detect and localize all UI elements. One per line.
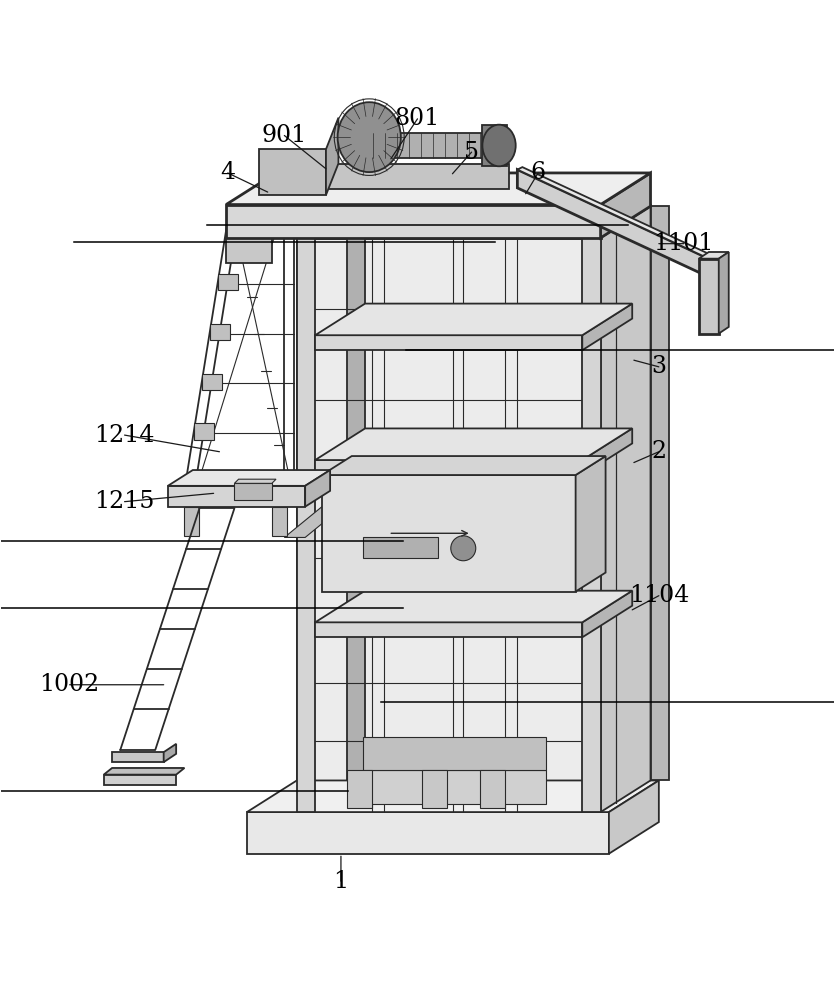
Polygon shape [326,164,509,189]
Polygon shape [483,125,508,166]
Polygon shape [719,252,729,334]
Polygon shape [347,770,372,808]
Polygon shape [305,470,330,507]
Circle shape [451,536,476,561]
Text: 6: 6 [530,161,546,184]
Polygon shape [235,479,276,483]
Polygon shape [104,775,176,785]
Polygon shape [260,149,326,195]
Text: 1002: 1002 [39,673,99,696]
Text: 1104: 1104 [629,584,689,607]
Polygon shape [296,238,600,812]
Polygon shape [104,768,185,775]
Polygon shape [347,206,365,780]
Polygon shape [315,622,582,637]
Polygon shape [582,206,650,238]
Polygon shape [321,456,605,475]
Polygon shape [582,428,632,475]
Polygon shape [315,304,632,335]
Polygon shape [699,259,719,334]
Polygon shape [315,591,632,622]
Polygon shape [363,537,438,558]
Polygon shape [168,470,330,486]
Polygon shape [321,475,575,592]
Text: 1: 1 [333,870,348,893]
Ellipse shape [483,125,516,166]
Polygon shape [272,507,287,536]
Polygon shape [112,752,164,762]
Text: 1214: 1214 [94,424,154,447]
Polygon shape [699,252,729,259]
Text: 1101: 1101 [654,232,714,255]
Polygon shape [210,324,230,340]
Polygon shape [247,780,659,812]
Polygon shape [226,173,650,205]
Polygon shape [296,238,315,812]
Text: 3: 3 [651,355,666,378]
Polygon shape [218,274,238,290]
Polygon shape [480,770,505,808]
Polygon shape [518,170,709,277]
Polygon shape [296,206,650,238]
Polygon shape [609,780,659,854]
Polygon shape [247,812,609,854]
Polygon shape [185,507,200,536]
Polygon shape [226,238,272,263]
Text: 1215: 1215 [94,490,154,513]
Polygon shape [582,304,632,350]
Polygon shape [201,374,222,390]
Polygon shape [582,238,600,812]
Polygon shape [582,591,632,637]
Text: 5: 5 [464,141,479,164]
Polygon shape [650,206,669,780]
Polygon shape [575,456,605,592]
Polygon shape [373,133,493,158]
Ellipse shape [337,102,401,172]
Polygon shape [315,428,632,460]
Polygon shape [315,335,582,350]
Polygon shape [422,770,447,808]
Text: 901: 901 [261,124,307,147]
Polygon shape [600,206,650,812]
Polygon shape [363,770,546,804]
Polygon shape [168,486,305,507]
Polygon shape [518,167,714,259]
Polygon shape [326,118,338,195]
Polygon shape [363,737,546,770]
Text: 2: 2 [651,440,666,463]
Text: 4: 4 [220,161,235,184]
Polygon shape [194,423,215,440]
Text: 801: 801 [395,107,440,130]
Polygon shape [315,460,582,475]
Polygon shape [235,483,272,500]
Polygon shape [285,500,351,537]
Polygon shape [164,744,176,762]
Polygon shape [600,173,650,238]
Polygon shape [600,206,650,812]
Polygon shape [226,205,600,238]
